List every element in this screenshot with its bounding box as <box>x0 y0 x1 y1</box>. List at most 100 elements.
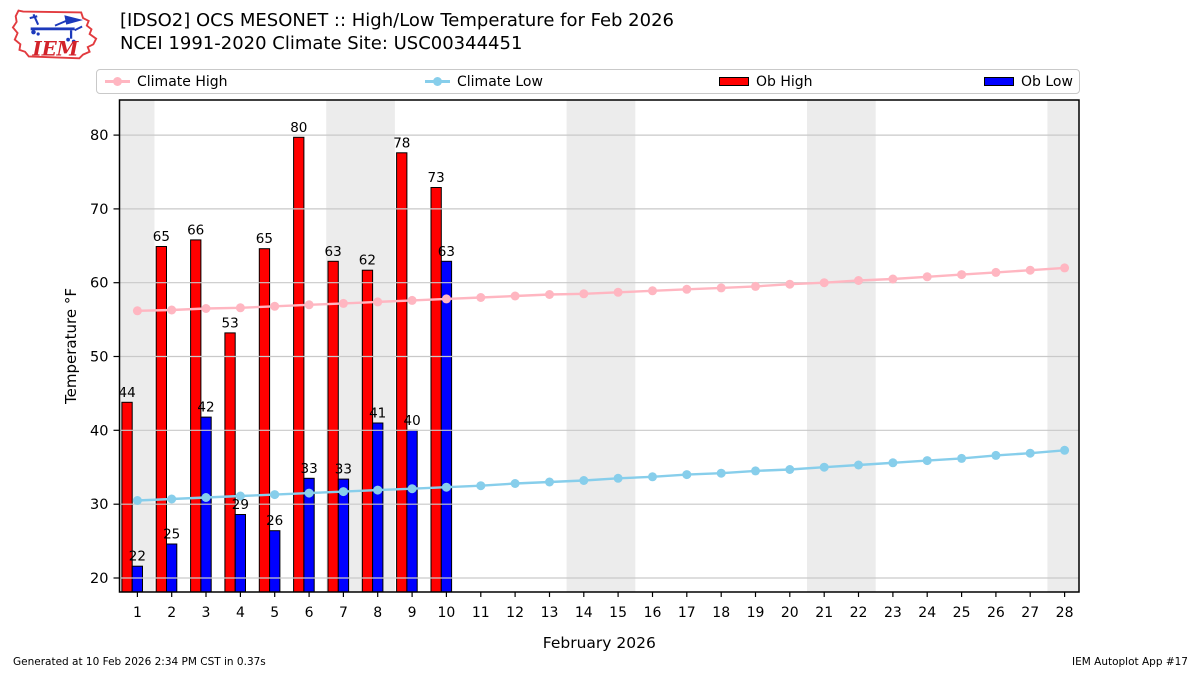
ob-low-value-label: 40 <box>404 413 421 429</box>
climate-high-marker <box>270 301 280 311</box>
ob-low-value-label: 25 <box>163 527 180 543</box>
x-tick-label: 28 <box>1056 605 1074 621</box>
ob-high-bar <box>190 239 202 593</box>
generated-timestamp: Generated at 10 Feb 2026 2:34 PM CST in … <box>13 656 266 668</box>
climate-low-marker <box>888 458 898 468</box>
x-tick-label: 2 <box>167 605 176 621</box>
legend-item-ob-high: Ob High <box>719 70 813 93</box>
ob-high-value-label: 44 <box>119 385 136 401</box>
x-tick-label: 17 <box>678 605 696 621</box>
x-tick-label: 15 <box>609 605 627 621</box>
climate-low-marker <box>991 450 1001 460</box>
ob-high-value-label: 65 <box>153 229 170 245</box>
climate-high-marker <box>888 274 898 284</box>
x-tick-label: 9 <box>408 605 417 621</box>
legend-item-climate-low: Climate Low <box>425 70 543 93</box>
ob-low-bar <box>372 422 384 593</box>
ob-low-value-label: 41 <box>369 406 386 422</box>
ob-high-value-label: 53 <box>222 315 239 331</box>
ob-low-value-label: 29 <box>232 497 249 513</box>
climate-high-marker <box>716 283 726 293</box>
x-tick-label: 12 <box>506 605 524 621</box>
climate-low-marker <box>819 462 829 472</box>
ob-high-value-label: 62 <box>359 253 376 269</box>
x-tick-label: 11 <box>472 605 490 621</box>
weather-station-icon <box>29 13 84 44</box>
climate-high-marker <box>819 278 829 288</box>
climate-high-marker <box>785 279 795 289</box>
x-tick-label: 8 <box>373 605 382 621</box>
ob-high-bar <box>258 248 271 593</box>
chart-title-line2: NCEI 1991-2020 Climate Site: USC00344451 <box>120 33 523 54</box>
x-tick-label: 4 <box>236 605 245 621</box>
climate-high-marker <box>751 281 760 291</box>
climate-low-marker <box>235 491 245 501</box>
weekend-band <box>807 100 876 592</box>
weekend-band <box>566 100 636 592</box>
x-tick-label: 6 <box>305 605 314 621</box>
x-tick-label: 26 <box>987 605 1005 621</box>
logo-text: IEM <box>32 38 80 61</box>
y-tick-label: 70 <box>90 202 108 218</box>
x-tick-label: 14 <box>575 605 593 621</box>
chart-header: [IDSO2] OCS MESONET :: High/Low Temperat… <box>120 9 674 55</box>
ob-low-bar <box>131 565 143 593</box>
ob-low-value-label: 22 <box>129 549 146 565</box>
climate-low-marker <box>270 490 280 500</box>
climate-low-marker <box>957 453 967 463</box>
ob-high-bar <box>293 136 305 593</box>
climate-low-marker <box>510 479 520 488</box>
ob-low-bar <box>166 543 178 593</box>
climate-high-marker <box>373 297 383 307</box>
ob-low-value-label: 42 <box>197 400 214 416</box>
climate-high-marker <box>1060 263 1070 273</box>
ob-low-bar <box>269 530 281 593</box>
climate-low-marker <box>373 485 383 495</box>
ob-low-value-label: 33 <box>301 461 318 477</box>
y-tick-label: 80 <box>90 128 108 144</box>
x-tick-label: 21 <box>815 605 833 621</box>
climate-high-marker <box>201 304 211 313</box>
ob-high-value-label: 66 <box>187 222 204 238</box>
y-tick-label: 20 <box>90 571 108 587</box>
y-axis-label: Temperature °F <box>62 288 80 405</box>
climate-low-marker <box>407 484 417 494</box>
climate-high-marker <box>922 272 932 282</box>
x-tick-label: 19 <box>747 605 765 621</box>
climate-low-marker <box>716 468 726 478</box>
climate-high-marker <box>235 303 245 313</box>
ob-high-bar <box>224 332 236 593</box>
climate-high-marker <box>407 295 417 305</box>
climate-low-line-marker <box>425 77 450 86</box>
climate-high-marker <box>957 270 967 280</box>
climate-high-marker <box>1025 265 1035 275</box>
climate-low-marker <box>201 493 211 502</box>
ob-high-bar <box>327 260 339 593</box>
climate-high-marker <box>579 289 589 299</box>
x-tick-label: 10 <box>437 605 455 621</box>
climate-low-marker <box>476 481 486 491</box>
y-tick-label: 60 <box>90 276 108 292</box>
ob-high-value-label: 80 <box>290 120 307 136</box>
x-tick-label: 22 <box>850 605 868 621</box>
ob-low-value-label: 33 <box>335 462 352 478</box>
climate-low-marker <box>922 456 932 466</box>
x-tick-label: 3 <box>202 605 211 621</box>
ob-low-value-label: 63 <box>438 244 455 260</box>
ob-high-value-label: 65 <box>256 231 273 247</box>
climate-high-marker <box>338 298 348 308</box>
climate-high-marker <box>682 284 692 294</box>
x-tick-label: 13 <box>541 605 559 621</box>
x-tick-label: 5 <box>270 605 279 621</box>
ob-high-bar <box>361 269 374 593</box>
x-tick-label: 23 <box>884 605 902 621</box>
legend-item-climate-high: Climate High <box>105 70 228 93</box>
climate-high-marker <box>132 306 142 316</box>
climate-low-marker <box>167 494 177 504</box>
y-tick-label: 50 <box>90 350 108 366</box>
ob-high-patch-marker <box>719 77 749 86</box>
climate-high-marker <box>648 286 657 296</box>
x-tick-label: 27 <box>1021 605 1039 621</box>
x-tick-label: 20 <box>781 605 799 621</box>
x-tick-label: 7 <box>339 605 348 621</box>
